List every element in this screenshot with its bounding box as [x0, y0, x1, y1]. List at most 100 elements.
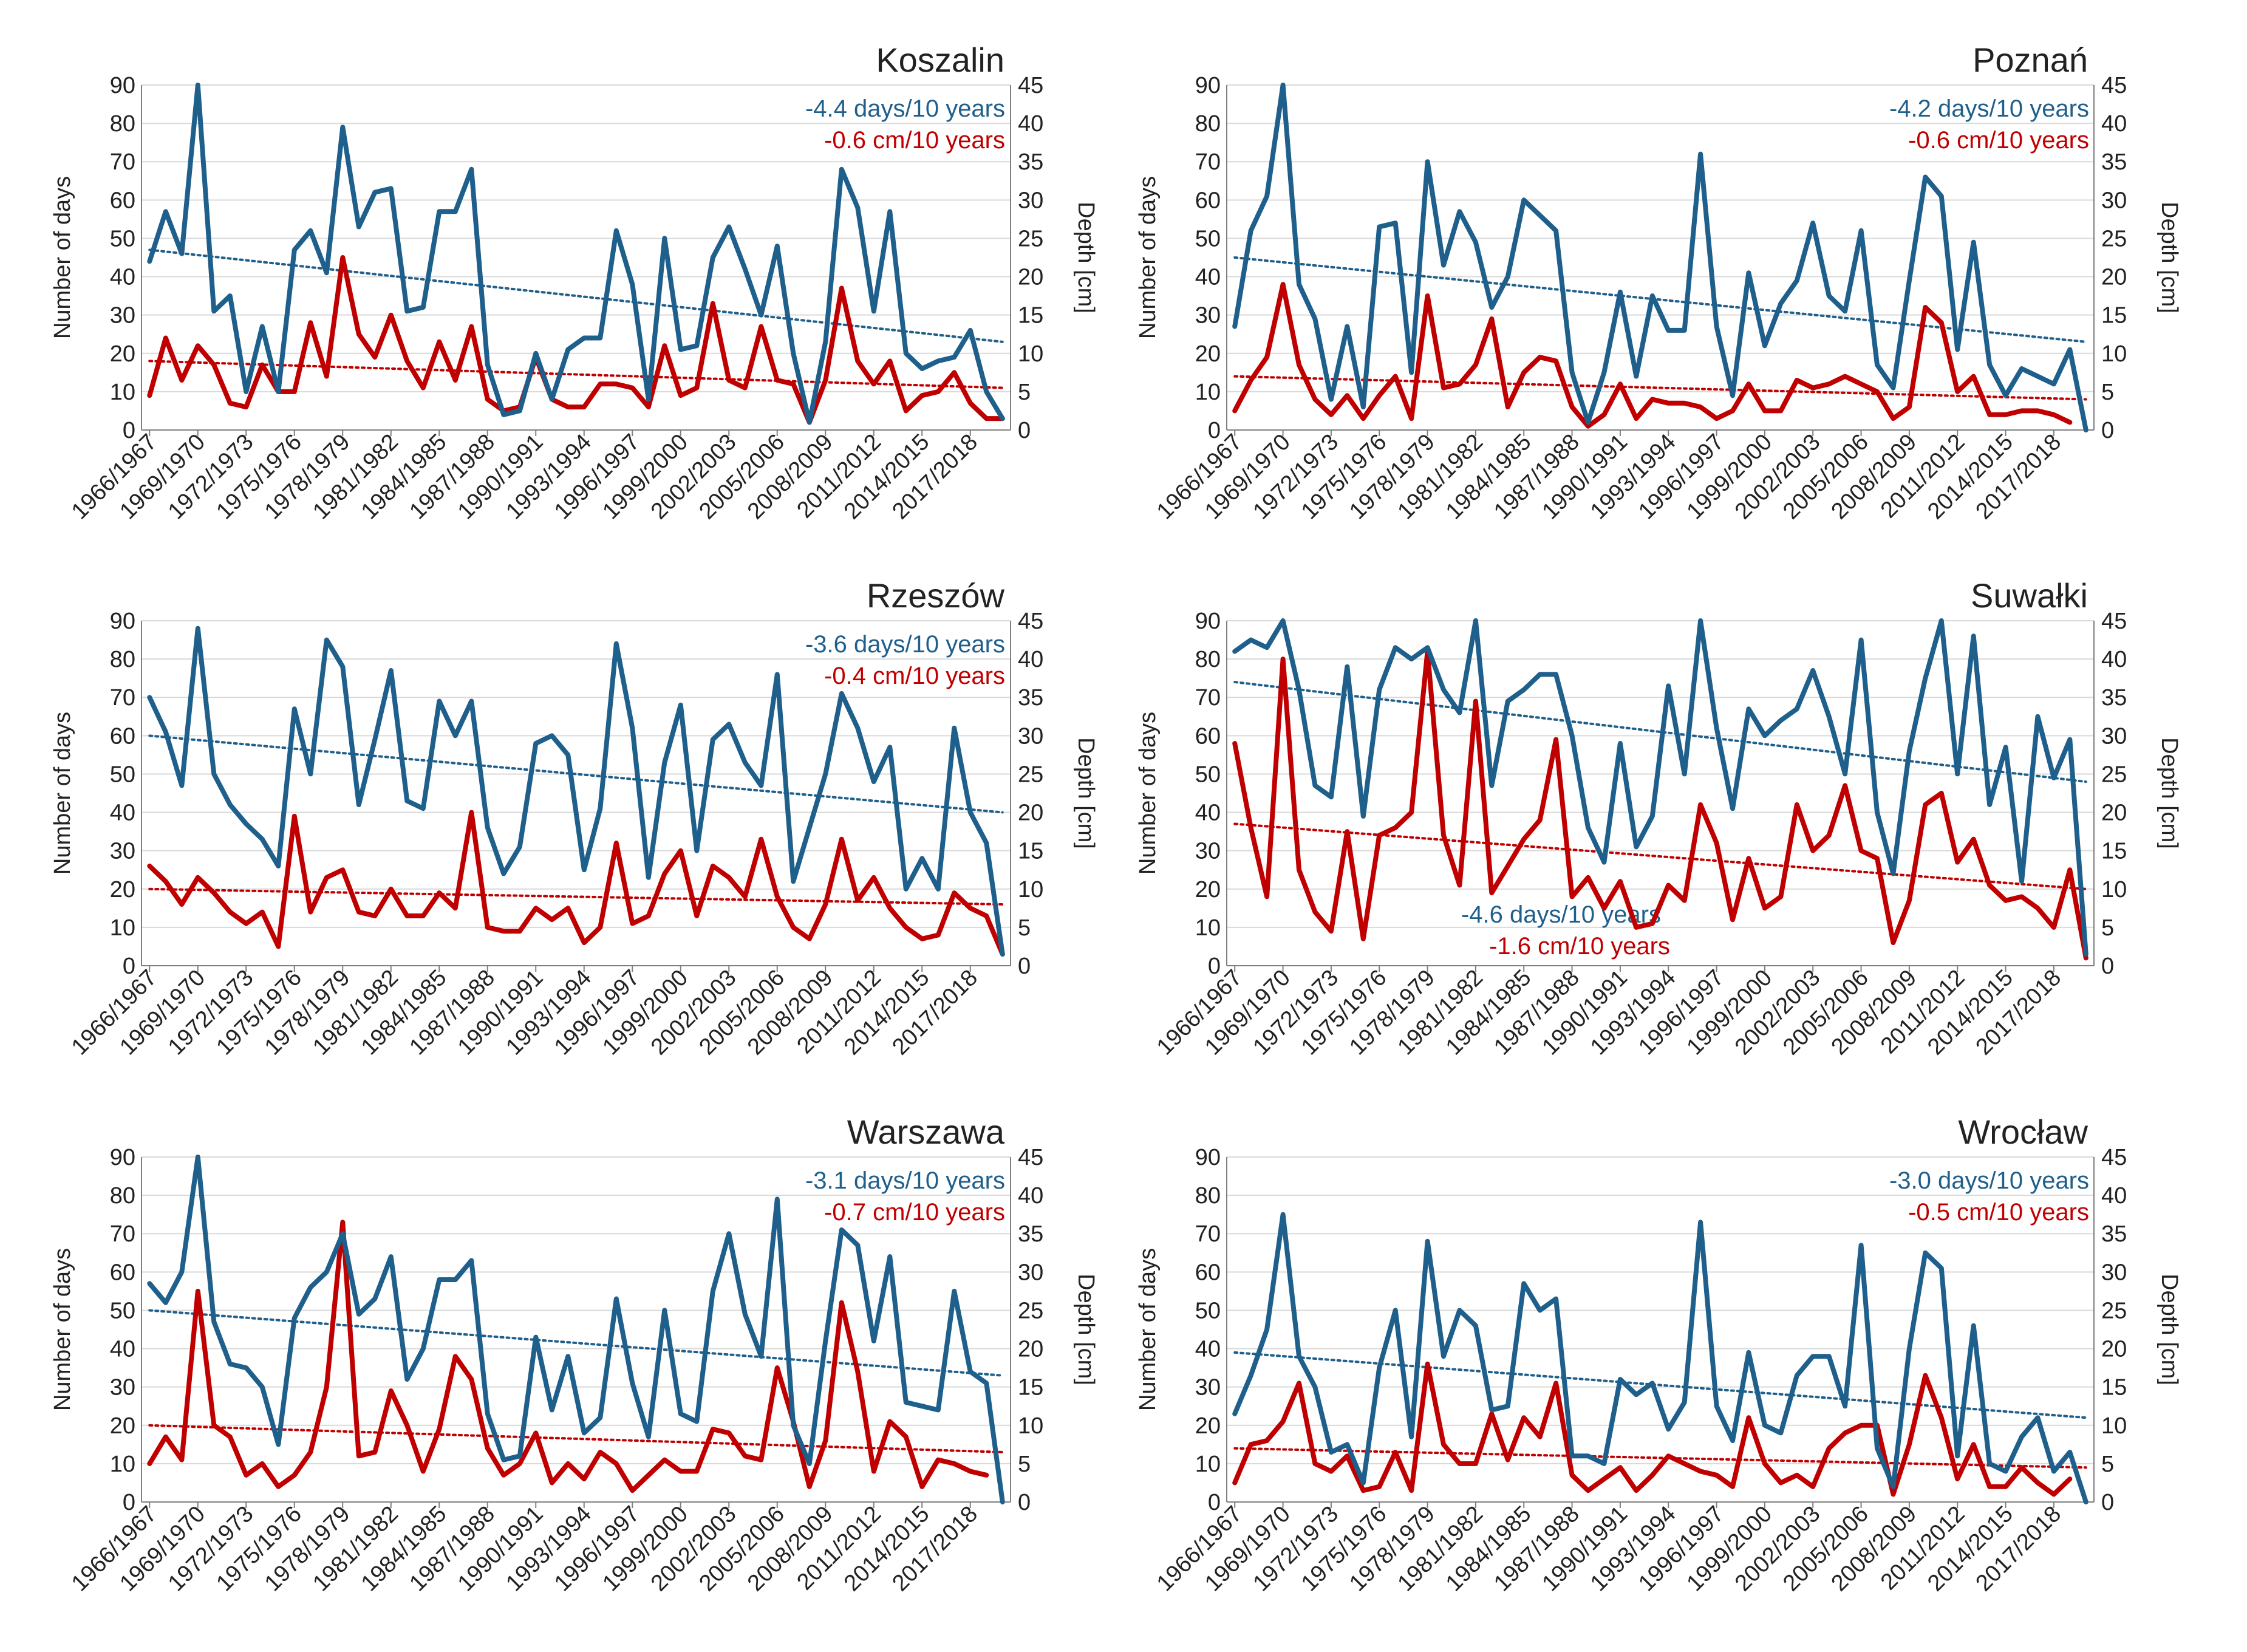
depth-trend-line: [1233, 375, 2087, 401]
days-series-line: [1232, 83, 2088, 432]
y-left-tick-label: 10: [1195, 1452, 1221, 1477]
chart-panel-0: 0102030405060708090051015202530354045196…: [50, 41, 1099, 524]
y-right-axis-label: Depth [cm]: [1073, 1274, 1099, 1385]
y-left-tick-label: 80: [110, 1183, 135, 1209]
y-left-tick-label: 80: [110, 111, 135, 137]
y-left-tick-label: 40: [110, 800, 135, 826]
chart-panel-5: 0102030405060708090051015202530354045196…: [1135, 1113, 2182, 1596]
y-right-tick-label: 35: [2101, 685, 2127, 711]
depth-trend-line: [1233, 1447, 2087, 1469]
days-trend-label: -3.6 days/10 years: [805, 631, 1005, 658]
y-right-tick-label: 20: [1018, 265, 1043, 290]
y-right-tick-label: 45: [2101, 1145, 2127, 1170]
y-right-tick-label: 10: [2101, 1413, 2127, 1439]
y-right-tick-label: 40: [2101, 647, 2127, 672]
y-left-tick-label: 40: [110, 1337, 135, 1362]
y-left-tick-label: 0: [1208, 418, 1221, 443]
y-left-tick-label: 20: [1195, 1413, 1221, 1439]
y-right-axis-label: Depth [cm]: [2157, 202, 2182, 313]
y-left-tick-label: 80: [1195, 111, 1221, 137]
y-right-tick-label: 25: [1018, 226, 1043, 251]
chart-title: Wrocław: [1958, 1113, 2088, 1151]
y-right-tick-label: 30: [1018, 1260, 1043, 1285]
y-left-tick-label: 60: [110, 723, 135, 749]
y-right-tick-label: 25: [2101, 762, 2127, 787]
y-left-tick-label: 30: [1195, 303, 1221, 329]
y-left-tick-label: 0: [123, 418, 135, 443]
y-right-tick-label: 35: [1018, 1221, 1043, 1247]
y-right-axis-label: Depth [cm]: [1073, 737, 1099, 849]
y-right-tick-label: 30: [1018, 188, 1043, 213]
y-right-tick-label: 20: [1018, 800, 1043, 826]
y-right-tick-label: 10: [1018, 1413, 1043, 1439]
depth-trend-label: -0.7 cm/10 years: [824, 1199, 1005, 1226]
y-right-tick-label: 25: [2101, 226, 2127, 251]
y-left-tick-label: 90: [1195, 609, 1221, 634]
depth-series-line: [147, 255, 1005, 425]
y-left-tick-label: 70: [1195, 1221, 1221, 1247]
y-right-tick-label: 10: [2101, 341, 2127, 367]
chart-title: Warszawa: [847, 1113, 1005, 1151]
depth-series-line: [147, 1220, 989, 1493]
y-left-axis-label: Number of days: [50, 712, 75, 875]
y-left-tick-label: 50: [1195, 762, 1221, 787]
y-right-tick-label: 5: [2101, 380, 2114, 405]
y-left-axis-label: Number of days: [50, 1248, 75, 1411]
y-left-tick-label: 90: [1195, 73, 1221, 98]
y-right-tick-label: 10: [1018, 877, 1043, 903]
y-right-tick-label: 40: [1018, 111, 1043, 137]
days-series-line: [1232, 1212, 2088, 1504]
days-series-line: [1232, 618, 2088, 957]
y-left-axis-label: Number of days: [1135, 712, 1161, 875]
y-right-tick-label: 15: [2101, 839, 2127, 864]
chart-panel-2: 0102030405060708090051015202530354045196…: [50, 576, 1099, 1060]
y-right-tick-label: 5: [2101, 915, 2114, 941]
y-left-tick-label: 70: [1195, 149, 1221, 175]
y-right-tick-label: 35: [1018, 149, 1043, 175]
y-left-tick-label: 30: [1195, 1375, 1221, 1401]
y-left-tick-label: 10: [110, 380, 135, 405]
y-left-tick-label: 80: [1195, 1183, 1221, 1209]
depth-trend-line: [1233, 822, 2087, 890]
chart-title: Koszalin: [876, 41, 1004, 79]
y-right-tick-label: 5: [2101, 1452, 2114, 1477]
y-left-tick-label: 40: [1195, 1337, 1221, 1362]
y-left-tick-label: 10: [110, 1452, 135, 1477]
y-left-tick-label: 90: [1195, 1145, 1221, 1170]
days-trend-line: [1233, 1351, 2087, 1419]
y-right-tick-label: 35: [1018, 685, 1043, 711]
days-series-line: [147, 626, 1005, 957]
y-left-tick-label: 40: [110, 265, 135, 290]
y-right-tick-label: 40: [2101, 111, 2127, 137]
y-left-tick-label: 0: [123, 1490, 135, 1515]
y-left-tick-label: 90: [110, 1145, 135, 1170]
y-right-tick-label: 40: [2101, 1183, 2127, 1209]
depth-trend-label: -0.4 cm/10 years: [824, 663, 1005, 689]
y-right-axis-label: Depth [cm]: [1073, 202, 1099, 313]
y-left-tick-label: 70: [1195, 685, 1221, 711]
y-right-tick-label: 40: [1018, 647, 1043, 672]
y-right-tick-label: 0: [1018, 418, 1031, 443]
depth-series-line: [1232, 649, 2088, 961]
y-right-tick-label: 20: [2101, 265, 2127, 290]
y-right-tick-label: 20: [1018, 1337, 1043, 1362]
y-right-tick-label: 5: [1018, 915, 1031, 941]
y-right-tick-label: 45: [1018, 1145, 1043, 1170]
chart-title: Poznań: [1973, 41, 2088, 79]
chart-panel-3: 0102030405060708090051015202530354045196…: [1135, 576, 2182, 1060]
y-left-tick-label: 50: [110, 1298, 135, 1323]
days-trend-label: -4.2 days/10 years: [1889, 95, 2089, 122]
y-left-tick-label: 10: [1195, 915, 1221, 941]
days-trend-label: -3.1 days/10 years: [805, 1167, 1005, 1194]
y-left-tick-label: 50: [1195, 1298, 1221, 1323]
y-left-tick-label: 60: [110, 188, 135, 213]
y-left-tick-label: 0: [1208, 954, 1221, 979]
y-left-tick-label: 80: [1195, 647, 1221, 672]
y-right-axis-label: Depth [cm]: [2157, 737, 2182, 849]
y-left-tick-label: 50: [1195, 226, 1221, 251]
y-right-tick-label: 20: [2101, 1337, 2127, 1362]
y-right-tick-label: 30: [2101, 188, 2127, 213]
y-right-tick-label: 15: [1018, 303, 1043, 329]
